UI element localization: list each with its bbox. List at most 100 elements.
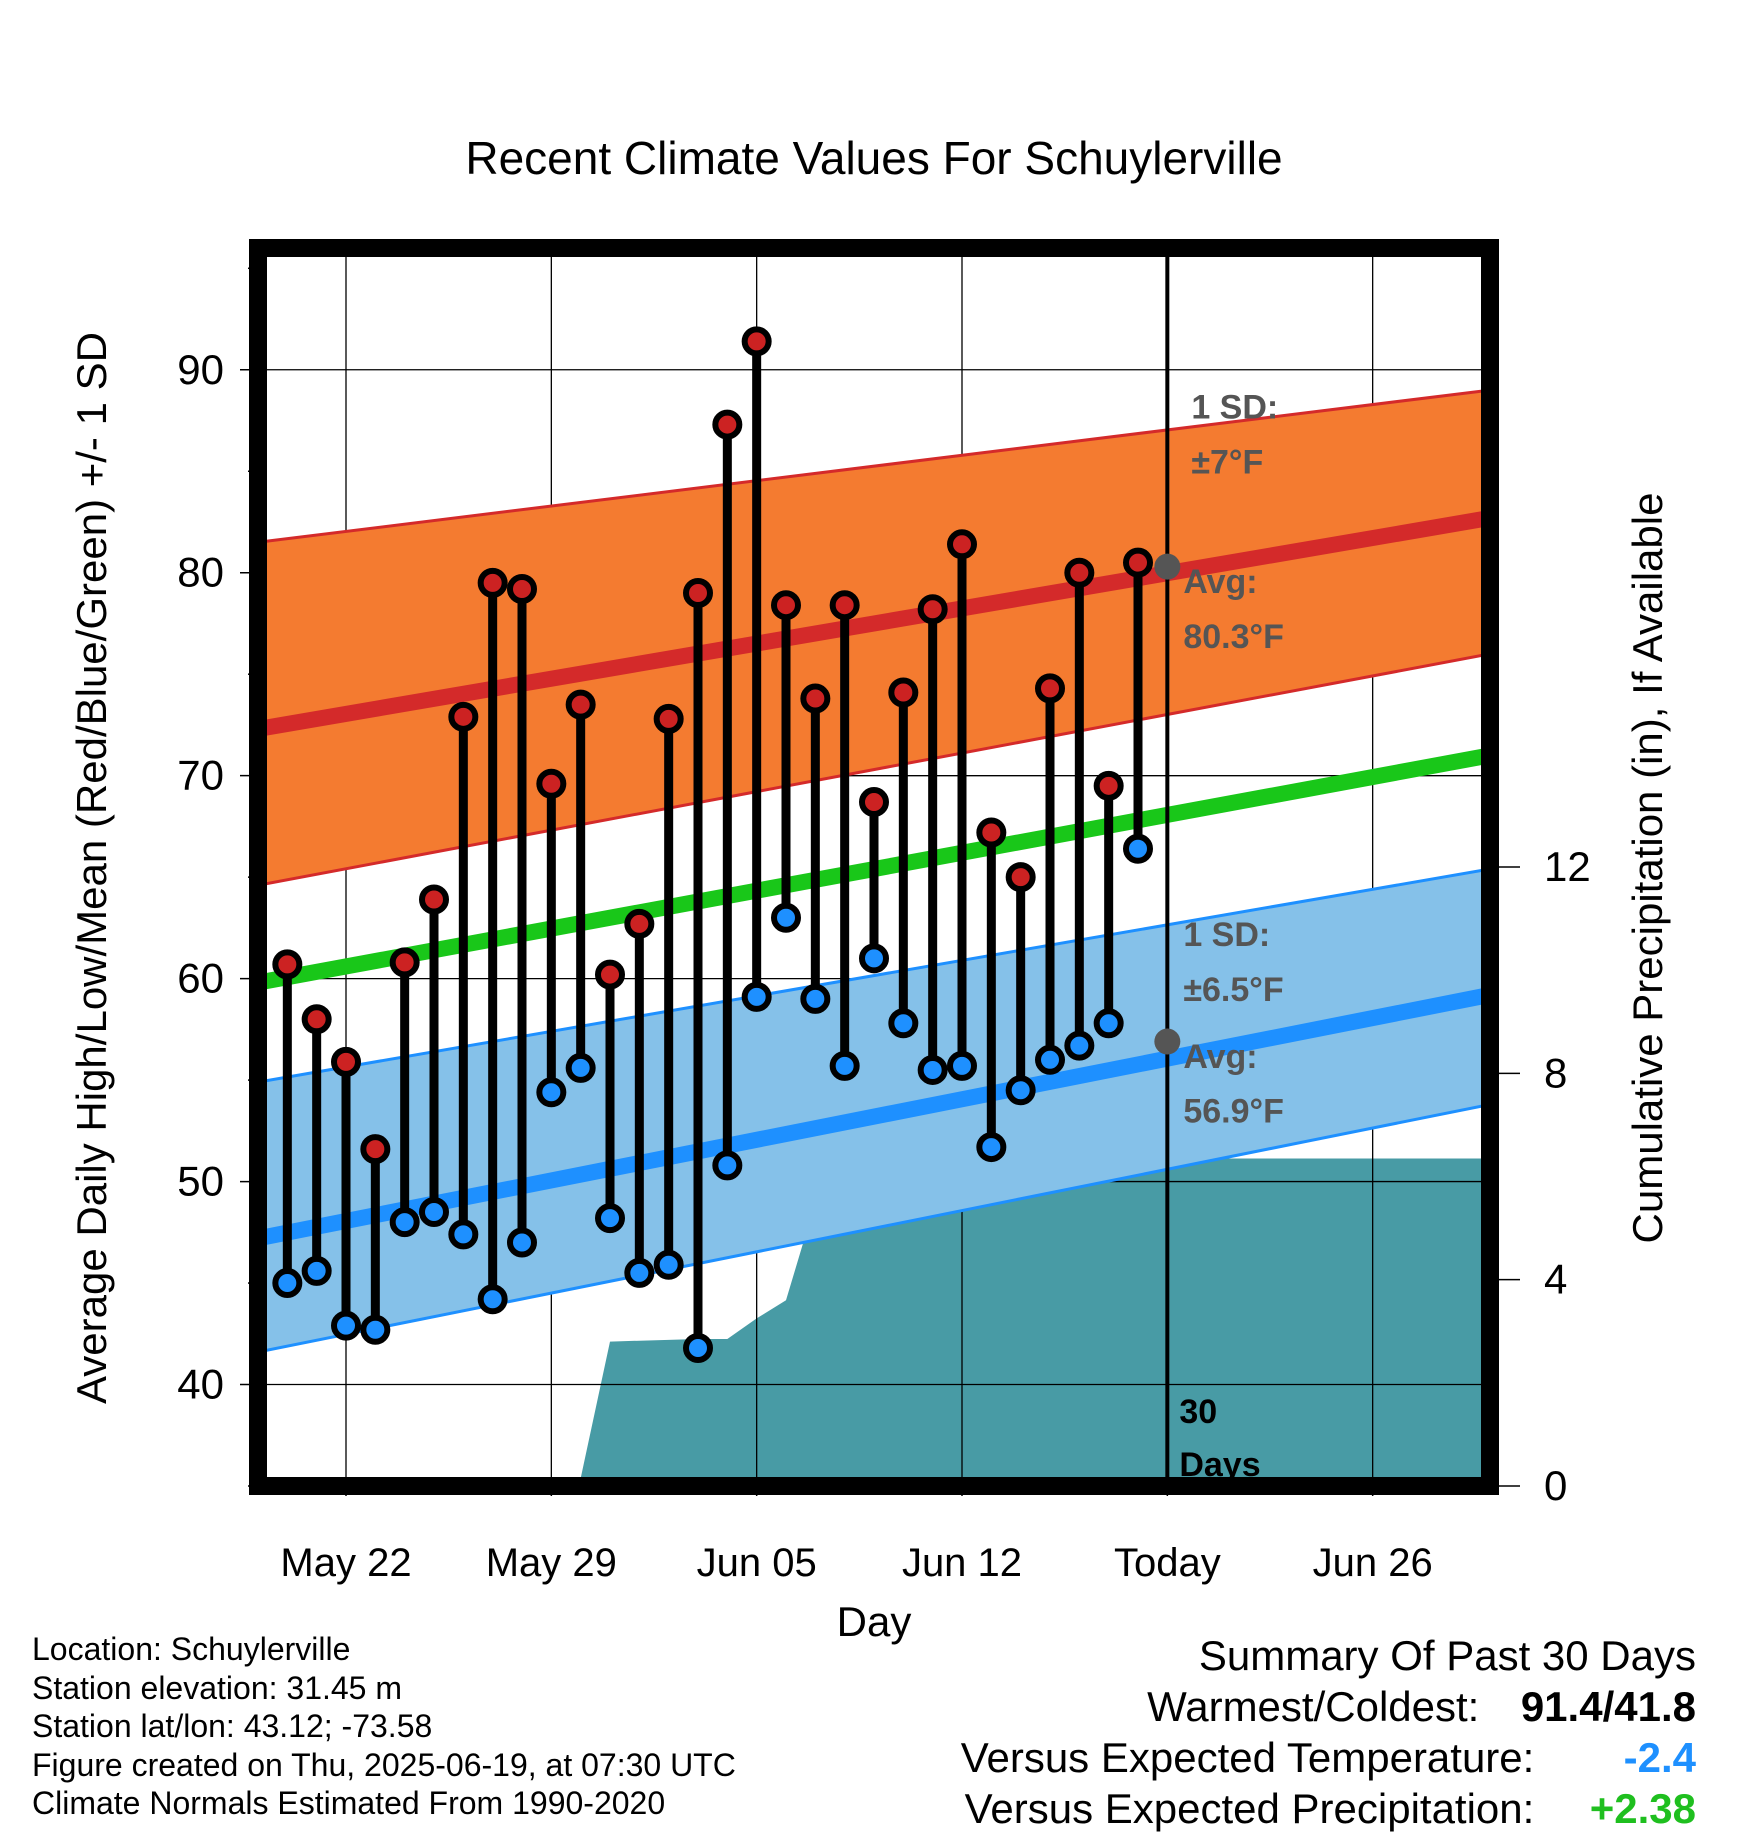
temp-diff-value: -2.4 [1623, 1734, 1696, 1781]
daily-high-marker [272, 949, 303, 980]
daily-high-marker [1123, 547, 1153, 578]
daily-high-marker [536, 768, 567, 799]
precip-diff-label: Versus Expected Precipitation: [964, 1785, 1535, 1832]
today-low-normal-marker [1154, 1028, 1181, 1055]
high-avg-value: 80.3°F [1183, 618, 1284, 656]
y-tick-label: 80 [177, 549, 224, 596]
daily-high-marker [917, 594, 948, 625]
daily-low-marker [1093, 1008, 1124, 1039]
precip-diff-value: +2.38 [1589, 1785, 1696, 1832]
y2-tick-label: 0 [1544, 1462, 1567, 1509]
daily-high-marker [829, 590, 860, 621]
low-sd-label: 1 SD: [1183, 916, 1270, 954]
high-avg-label: Avg: [1183, 563, 1257, 601]
low-avg-value: 56.9°F [1183, 1093, 1284, 1131]
daily-low-marker [771, 902, 801, 933]
daily-high-marker [360, 1134, 391, 1165]
daily-low-marker [419, 1197, 449, 1228]
high-sd-label: 1 SD: [1191, 388, 1278, 426]
summary-title: Summary Of Past 30 Days [1198, 1632, 1696, 1679]
y-tick-label: 90 [177, 346, 224, 393]
daily-low-marker [976, 1132, 1007, 1163]
y-tick-label: 50 [177, 1158, 224, 1205]
period-label-number: 30 [1179, 1393, 1217, 1431]
summary-warmest-row: Warmest/Coldest: 91.4/41.8 [961, 1681, 1696, 1732]
normals-period: Climate Normals Estimated From 1990-2020 [32, 1785, 666, 1821]
daily-low-marker [947, 1050, 977, 1081]
daily-high-marker [331, 1046, 361, 1077]
daily-high-marker [419, 884, 449, 915]
daily-high-marker [595, 959, 625, 990]
daily-low-marker [917, 1054, 948, 1085]
y2-tick-label: 8 [1544, 1049, 1567, 1096]
daily-high-marker [1064, 557, 1095, 588]
daily-low-marker [389, 1207, 420, 1238]
daily-low-marker [477, 1284, 508, 1315]
daily-high-marker [1093, 770, 1124, 801]
daily-low-marker [272, 1268, 303, 1299]
figure-created: Figure created on Thu, 2025-06-19, at 07… [32, 1746, 736, 1783]
daily-low-marker [653, 1249, 684, 1280]
summary-precip-row: Versus Expected Precipitation: +2.38 [961, 1783, 1696, 1834]
daily-low-marker [536, 1077, 567, 1108]
x-tick-label: Jun 26 [1313, 1541, 1433, 1585]
daily-high-marker [448, 701, 479, 732]
daily-high-marker [741, 326, 772, 357]
daily-high-marker [301, 1004, 332, 1035]
low-avg-label: Avg: [1183, 1038, 1257, 1076]
daily-high-marker [1035, 673, 1065, 704]
low-sd-band-lower-edge [258, 1102, 1490, 1354]
daily-low-marker [1035, 1044, 1065, 1075]
high-sd-band [258, 390, 1490, 886]
y-tick-label: 40 [177, 1361, 224, 1408]
high-sd-value: ±7°F [1191, 443, 1263, 481]
daily-low-marker [1064, 1030, 1095, 1061]
x-tick-label: May 22 [280, 1541, 411, 1585]
daily-high-marker [624, 908, 655, 939]
x-tick-label: Today [1114, 1541, 1221, 1585]
plot-inner: 1 SD: ±7°F Avg: 80.3°F 1 SD: ±6.5°F Avg: 56.9°F… [258, 248, 1490, 1486]
high-normal-line [258, 510, 1490, 737]
x-axis-label: Day [837, 1598, 912, 1645]
x-tick-label: Jun 12 [902, 1541, 1022, 1585]
daily-high-marker [1005, 862, 1036, 893]
warmest-label: Warmest/Coldest: [1147, 1683, 1480, 1730]
daily-high-marker [477, 567, 508, 598]
daily-high-marker [565, 689, 596, 720]
y2-axis-label: Cumulative Precipitation (in), If Availa… [1624, 493, 1671, 1244]
daily-high-marker [683, 578, 713, 609]
y2-tick-label: 4 [1544, 1256, 1567, 1303]
daily-low-marker [859, 943, 889, 974]
summary-temp-row: Versus Expected Temperature: -2.4 [961, 1732, 1696, 1783]
y-axis-label: Average Daily High/Low/Mean (Red/Blue/Gr… [68, 332, 115, 1404]
daily-high-marker [653, 703, 684, 734]
low-sd-value: ±6.5°F [1183, 971, 1283, 1009]
daily-low-marker [448, 1219, 479, 1250]
daily-high-marker [712, 409, 743, 440]
x-tick-label: Jun 05 [697, 1541, 817, 1585]
daily-low-marker [888, 1008, 919, 1039]
y-tick-label: 70 [177, 752, 224, 799]
daily-high-marker [859, 787, 889, 818]
y2-tick-label: 12 [1544, 843, 1591, 890]
daily-low-marker [595, 1203, 625, 1234]
daily-low-marker [624, 1257, 655, 1288]
daily-low-marker [829, 1050, 860, 1081]
daily-high-marker [389, 947, 420, 978]
daily-low-marker [360, 1314, 391, 1345]
summary-panel: Summary Of Past 30 Days Warmest/Coldest:… [961, 1630, 1696, 1834]
station-elevation: Station elevation: 31.45 m [32, 1669, 403, 1706]
daily-low-marker [712, 1150, 743, 1181]
chart-title: Recent Climate Values For Schuylerville [465, 132, 1282, 184]
daily-low-marker [1005, 1075, 1036, 1106]
daily-high-marker [800, 683, 831, 714]
daily-low-marker [301, 1255, 332, 1286]
daily-low-marker [565, 1052, 596, 1083]
daily-low-marker [683, 1332, 713, 1363]
daily-high-marker [507, 573, 537, 604]
daily-low-marker [507, 1227, 537, 1258]
y-tick-label: 60 [177, 955, 224, 1002]
precip-area [258, 1158, 1490, 1486]
station-location: Location: Schuylerville [32, 1631, 351, 1667]
